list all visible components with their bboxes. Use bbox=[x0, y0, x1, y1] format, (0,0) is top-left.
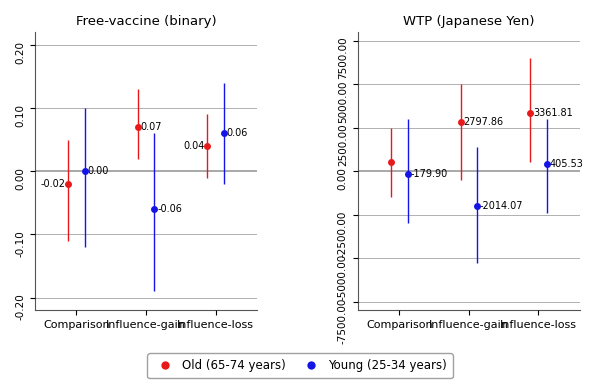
Text: 0.06: 0.06 bbox=[227, 128, 248, 138]
Title: WTP (Japanese Yen): WTP (Japanese Yen) bbox=[403, 15, 535, 28]
Text: 0.04: 0.04 bbox=[183, 141, 205, 151]
Text: 405.53: 405.53 bbox=[550, 159, 583, 169]
Legend: Old (65-74 years), Young (25-34 years): Old (65-74 years), Young (25-34 years) bbox=[148, 353, 452, 378]
Text: -2014.07: -2014.07 bbox=[480, 201, 523, 211]
Text: 0.00: 0.00 bbox=[88, 166, 109, 176]
Text: -179.90: -179.90 bbox=[410, 169, 448, 179]
Text: 0.07: 0.07 bbox=[140, 122, 162, 132]
Text: 2797.86: 2797.86 bbox=[463, 118, 503, 128]
Text: 522.86: 522.86 bbox=[0, 387, 1, 388]
Text: -0.06: -0.06 bbox=[157, 204, 182, 214]
Text: -0.02: -0.02 bbox=[40, 179, 65, 189]
Text: 3361.81: 3361.81 bbox=[533, 107, 572, 118]
Title: Free-vaccine (binary): Free-vaccine (binary) bbox=[76, 15, 217, 28]
